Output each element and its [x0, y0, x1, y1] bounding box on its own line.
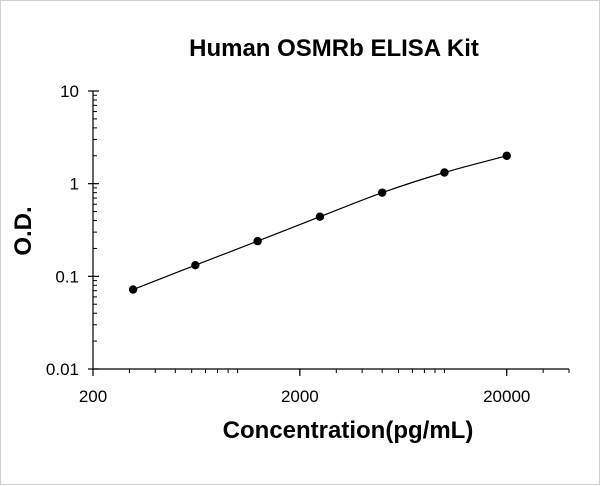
data-point [377, 188, 387, 197]
data-point [502, 151, 511, 160]
x-axis-label: Concentration(pg/mL) [223, 417, 474, 444]
data-point [253, 236, 262, 246]
data-point [440, 168, 449, 177]
data-point [191, 260, 200, 270]
x-tick-label: 20000 [483, 387, 530, 406]
chart-title: Human OSMRb ELISA Kit [189, 35, 479, 62]
y-axis-label: O.D. [10, 206, 37, 255]
y-tick-label: 0.1 [55, 267, 79, 286]
data-point [315, 212, 325, 221]
x-tick-label: 2000 [281, 387, 319, 406]
series-layer [128, 151, 511, 294]
series-line [132, 155, 507, 291]
y-tick-label: 10 [60, 82, 79, 101]
y-tick-label: 0.01 [46, 360, 79, 379]
x-tick-label: 200 [79, 387, 107, 406]
y-tick-label: 1 [70, 175, 79, 194]
data-point [128, 285, 138, 294]
